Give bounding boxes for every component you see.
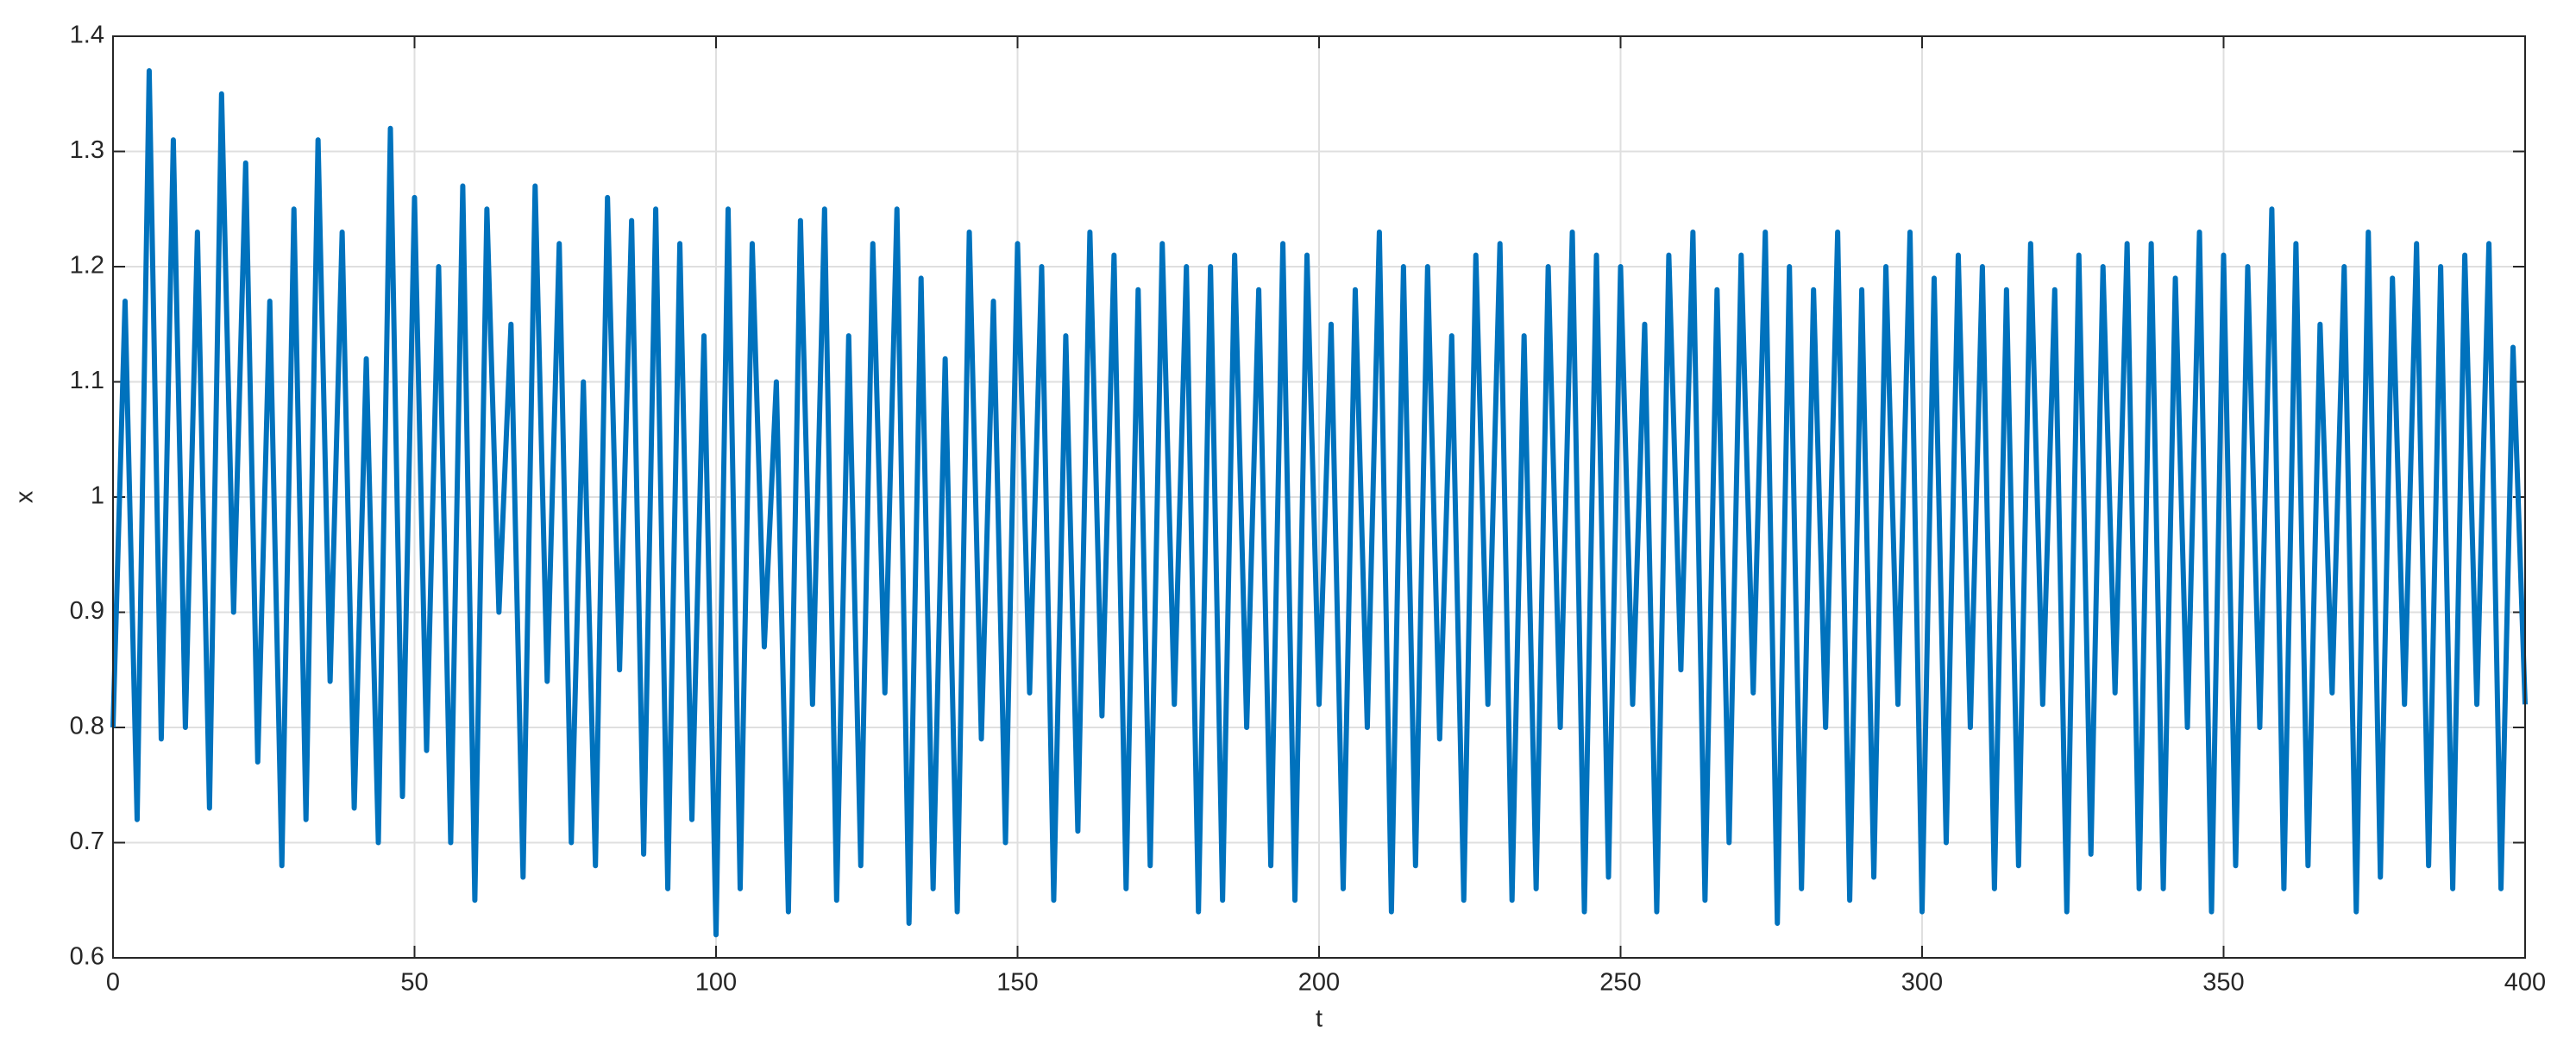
axes-box [112,35,2526,959]
y-tick-label: 1.3 [70,136,104,164]
x-tick-label: 350 [2202,969,2244,997]
y-tick-label: 1.4 [70,22,104,49]
y-tick-label: 1.2 [70,252,104,280]
x-tick-label: 300 [1901,969,1943,997]
x-tick-label: 250 [1599,969,1641,997]
y-tick-label: 0.7 [70,828,104,855]
x-tick-label: 0 [106,969,120,997]
y-tick-label: 1.1 [70,367,104,394]
x-tick-label: 100 [695,969,737,997]
x-axis-label: t [1316,1005,1323,1033]
y-tick-label: 0.9 [70,597,104,625]
y-axis-label: x [11,490,39,503]
x-tick-label: 200 [1298,969,1340,997]
x-tick-label: 400 [2504,969,2546,997]
x-tick-label: 150 [996,969,1038,997]
x-tick-label: 50 [400,969,428,997]
y-tick-label: 1 [91,482,104,510]
y-tick-label: 0.6 [70,943,104,971]
data-line [110,68,2528,938]
y-tick-label: 0.8 [70,713,104,740]
